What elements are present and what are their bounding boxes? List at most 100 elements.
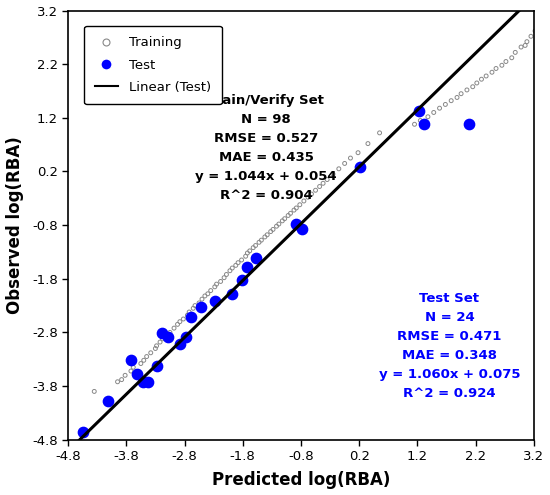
Point (151, 345, 160, 352)
Point (162, 331, 170, 339)
Point (211, 283, 219, 291)
Point (497, 61, 506, 69)
Point (158, 330, 167, 338)
Point (295, 201, 304, 209)
Point (410, 120, 419, 128)
Point (179, 315, 188, 323)
Point (502, 57, 510, 65)
Point (298, 225, 306, 233)
Point (356, 163, 365, 171)
Y-axis label: Observed log(RBA): Observed log(RBA) (6, 136, 24, 314)
Point (526, 32, 535, 40)
Point (482, 72, 491, 80)
Point (126, 356, 135, 364)
Point (531, 27, 540, 35)
Point (464, 120, 473, 128)
Point (183, 311, 192, 319)
Point (292, 220, 301, 228)
Point (492, 64, 500, 72)
Point (447, 97, 455, 104)
Point (187, 313, 196, 321)
Point (195, 299, 204, 307)
Point (261, 233, 270, 241)
Point (286, 209, 295, 217)
Point (472, 79, 481, 87)
Point (251, 242, 260, 249)
Point (304, 193, 312, 201)
Point (158, 335, 167, 343)
Point (211, 297, 219, 305)
Point (169, 324, 178, 332)
Point (414, 107, 423, 115)
Point (138, 378, 147, 386)
Point (175, 340, 184, 348)
Point (284, 211, 293, 219)
Point (456, 90, 465, 98)
Point (146, 349, 155, 357)
Legend: Training, Test, Linear (Test): Training, Test, Linear (Test) (84, 26, 222, 104)
Point (424, 113, 432, 121)
Point (173, 320, 182, 328)
Point (166, 329, 174, 337)
Point (191, 301, 200, 309)
Point (463, 86, 471, 94)
Point (201, 292, 210, 300)
Point (268, 225, 277, 233)
Point (364, 140, 372, 148)
Point (243, 263, 252, 271)
Point (204, 290, 212, 298)
Point (375, 129, 384, 137)
Point (206, 287, 215, 295)
X-axis label: Predicted log(RBA): Predicted log(RBA) (212, 471, 390, 490)
Point (249, 244, 257, 251)
Point (328, 170, 337, 178)
Point (453, 94, 461, 101)
Point (139, 356, 148, 364)
Point (117, 376, 126, 384)
Point (212, 280, 221, 288)
Point (185, 308, 194, 316)
Point (133, 370, 141, 378)
Point (521, 42, 530, 50)
Point (507, 54, 516, 62)
Point (226, 267, 234, 275)
Point (516, 43, 525, 51)
Point (278, 217, 287, 225)
Point (219, 274, 228, 282)
Point (416, 116, 425, 124)
Point (420, 120, 429, 128)
Point (196, 303, 205, 311)
Point (292, 204, 301, 212)
Point (290, 206, 299, 214)
Point (266, 228, 275, 236)
Point (232, 261, 240, 269)
Point (311, 186, 320, 194)
Point (144, 378, 153, 386)
Point (241, 252, 250, 260)
Point (222, 270, 231, 278)
Point (511, 49, 520, 56)
Point (156, 338, 164, 346)
Point (315, 183, 324, 191)
Point (280, 215, 289, 223)
Point (175, 318, 184, 326)
Point (228, 290, 236, 298)
Point (126, 367, 135, 375)
Point (152, 362, 161, 370)
Point (216, 278, 225, 286)
Point (237, 256, 246, 264)
Point (120, 371, 129, 379)
Point (272, 222, 281, 230)
Point (245, 247, 254, 255)
Point (435, 104, 444, 112)
Point (477, 75, 486, 83)
Point (78, 428, 87, 436)
Point (237, 276, 246, 284)
Point (334, 165, 343, 173)
Point (323, 176, 332, 184)
Point (197, 295, 206, 303)
Point (228, 264, 236, 272)
Point (346, 154, 355, 162)
Text: Test Set
N = 24
RMSE = 0.471
MAE = 0.348
y = 1.060x + 0.075
R^2 = 0.924: Test Set N = 24 RMSE = 0.471 MAE = 0.348… (379, 292, 520, 400)
Point (103, 397, 112, 405)
